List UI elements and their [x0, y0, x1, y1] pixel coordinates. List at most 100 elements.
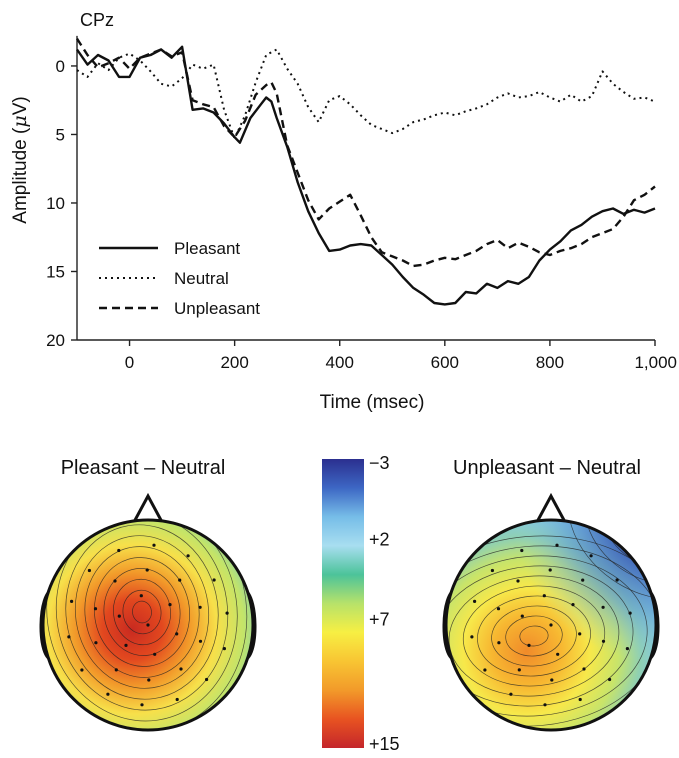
- electrode-dot: [106, 692, 110, 696]
- electrode-dot: [93, 607, 98, 611]
- contour-line: [584, 520, 656, 585]
- y-axis-label-unit-rest: V): [10, 96, 31, 115]
- chart-title: CPz: [80, 10, 114, 30]
- electrode-dot: [175, 632, 179, 636]
- contour-line: [65, 524, 219, 700]
- series-lines: [75, 37, 656, 306]
- electrode-dot: [198, 639, 203, 643]
- contour-line: [55, 520, 229, 711]
- x-tick-label: 800: [536, 353, 564, 372]
- electrode-dot: [94, 641, 98, 645]
- electrode-dot: [520, 548, 524, 553]
- electrode-dot: [628, 611, 632, 615]
- contour-line: [113, 578, 171, 646]
- colorbar-gradient: [322, 459, 364, 748]
- electrode-dot: [550, 678, 554, 682]
- contour-line: [634, 520, 656, 538]
- x-tick-label: 200: [220, 353, 248, 372]
- topo-map-unpleasant-neutral: Unpleasant – Neutral: [442, 457, 660, 732]
- colorbar-label: −3: [369, 453, 390, 473]
- electrode-dot: [470, 635, 474, 639]
- y-axis-label: Amplitude (μV): [9, 96, 31, 223]
- electrode-dot: [517, 668, 521, 672]
- electrode-dot: [601, 639, 606, 643]
- contour-line: [491, 605, 577, 667]
- x-axis-label: Time (msec): [320, 392, 425, 413]
- contour-line: [567, 520, 656, 600]
- contour-line: [446, 555, 648, 717]
- series-line-pleasant: [76, 45, 656, 306]
- electrode-dot: [139, 594, 143, 598]
- electrode-dot: [67, 635, 71, 639]
- erp-line-chart: CPz 0 5 10 15 20 0 200 400 600 800 1,000 Time (ms…: [9, 10, 677, 413]
- x-tick-label: 1,000: [634, 353, 677, 372]
- nose-shape: [535, 492, 567, 523]
- electrode-dot: [222, 647, 226, 651]
- x-tick-label: 400: [326, 353, 354, 372]
- contour-line: [94, 557, 190, 667]
- contour-line: [601, 520, 656, 569]
- electrode-dot: [542, 594, 546, 598]
- electrode-dot: [589, 554, 593, 558]
- electrode-dot: [152, 543, 156, 547]
- contour-line: [84, 546, 200, 678]
- electrode-dot: [124, 643, 128, 648]
- electrode-dot: [70, 599, 74, 604]
- electrode-dot: [556, 652, 560, 656]
- electrode-dot: [179, 667, 183, 671]
- head-outline: [444, 518, 658, 732]
- topo-right-electrodes: [470, 543, 632, 707]
- y-axis-label-main: Amplitude (: [10, 127, 31, 224]
- electrode-dot: [153, 652, 157, 656]
- electrode-dot: [527, 643, 531, 648]
- series-line-unpleasant: [75, 37, 656, 268]
- electrode-dot: [114, 668, 118, 672]
- y-ticks: 0 5 10 15 20: [46, 57, 77, 350]
- electrode-dot: [178, 578, 182, 582]
- electrode-dot: [625, 647, 630, 651]
- y-tick-label: 15: [46, 262, 65, 281]
- electrode-dot: [168, 603, 172, 607]
- electrode-dot: [87, 568, 91, 573]
- electrode-dot: [145, 568, 149, 572]
- contour-line: [519, 625, 549, 647]
- electrode-dot: [140, 703, 144, 707]
- legend-label-unpleasant: Unpleasant: [174, 299, 260, 318]
- electrode-dot: [205, 677, 209, 682]
- electrode-dot: [113, 579, 117, 583]
- electrode-dot: [516, 579, 520, 583]
- contour-line: [74, 535, 210, 689]
- electrode-dot: [509, 692, 513, 696]
- contour-line: [446, 565, 634, 707]
- electrode-dot: [549, 623, 553, 627]
- electrode-dot: [582, 667, 586, 671]
- electrode-dot: [146, 623, 150, 627]
- colorbar-label: +7: [369, 610, 390, 630]
- topo-map-pleasant-neutral: Pleasant – Neutral: [39, 457, 257, 732]
- electrode-dot: [497, 641, 501, 645]
- colorbar-labels: −3 +2 +7 +15: [369, 453, 400, 754]
- topo-left-title: Pleasant – Neutral: [61, 457, 226, 479]
- y-tick-label: 0: [56, 57, 65, 76]
- electrode-dot: [578, 632, 582, 636]
- electrode-dot: [117, 548, 121, 553]
- contour-line: [446, 535, 656, 730]
- contour-line: [43, 520, 248, 730]
- electrode-dot: [147, 678, 151, 682]
- y-tick-label: 10: [46, 194, 65, 213]
- colorbar: −3 +2 +7 +15: [322, 453, 400, 754]
- contour-line: [477, 595, 591, 677]
- contour-line: [103, 568, 181, 656]
- electrode-dot: [473, 599, 477, 604]
- electrode-dot: [548, 568, 552, 572]
- contour-line: [462, 585, 606, 687]
- contour-line: [122, 589, 162, 635]
- electrode-dot: [581, 578, 585, 582]
- electrode-dot: [483, 668, 487, 672]
- electrode-dot: [117, 614, 121, 618]
- electrode-dot: [615, 578, 619, 582]
- electrode-dot: [608, 677, 612, 682]
- y-tick-label: 5: [56, 125, 65, 144]
- electrode-dot: [578, 697, 582, 702]
